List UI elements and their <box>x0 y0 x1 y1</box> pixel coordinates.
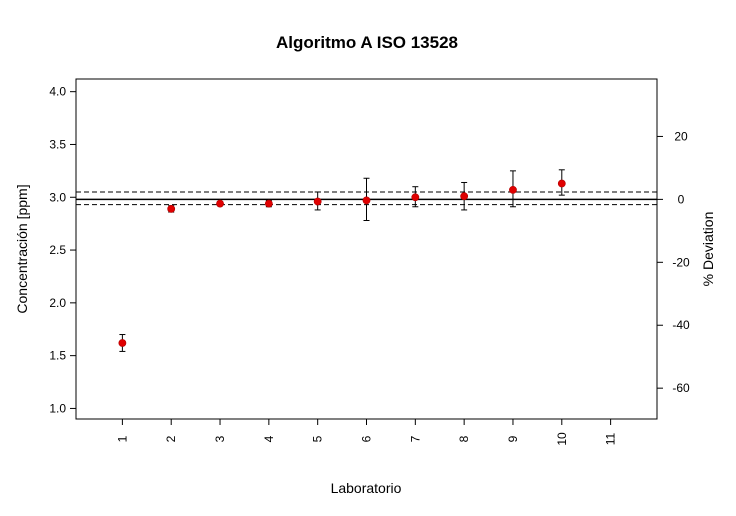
data-point <box>460 192 469 201</box>
data-point <box>216 199 224 208</box>
x-tick-label: 7 <box>408 435 422 442</box>
error-bars <box>119 169 565 352</box>
data-point <box>557 179 566 188</box>
y2-tick-label: 20 <box>674 129 688 143</box>
secondary-y-axis: 20 0 -20 -40 -60 <box>657 129 690 395</box>
y-tick-label: 3.0 <box>49 190 66 204</box>
x-tick-label: 3 <box>213 435 227 442</box>
data-point <box>167 204 176 213</box>
x-tick-label: 11 <box>604 432 618 445</box>
secondary-y-axis-label: % Deviation <box>700 212 716 287</box>
chart-title: Algoritmo A ISO 13528 <box>276 33 458 52</box>
x-tick-label: 1 <box>115 435 129 442</box>
data-point <box>313 197 322 206</box>
y2-tick-label: 0 <box>678 192 685 206</box>
x-axis-label: Laboratorio <box>331 480 402 496</box>
x-tick-label: 6 <box>360 435 374 442</box>
y-axis: 1.0 1.5 2.0 2.5 3.0 3.5 4.0 <box>49 85 76 415</box>
x-tick-label: 4 <box>262 435 276 442</box>
y2-tick-label: -40 <box>672 318 690 332</box>
y-tick-label: 2.0 <box>49 296 66 310</box>
data-point <box>264 199 273 208</box>
y-tick-label: 3.5 <box>49 137 66 151</box>
plot-frame <box>75 78 658 420</box>
x-tick-label: 10 <box>555 432 569 446</box>
x-axis: 1 2 3 4 5 6 7 8 9 10 11 <box>115 419 618 446</box>
data-points <box>118 179 566 347</box>
y-tick-label: 2.5 <box>49 243 66 257</box>
y2-tick-label: -60 <box>672 381 690 395</box>
y-tick-label: 1.5 <box>49 349 66 363</box>
y2-tick-label: -20 <box>672 255 690 269</box>
data-point <box>411 193 420 202</box>
y-tick-label: 4.0 <box>49 85 66 99</box>
x-tick-label: 8 <box>457 435 471 442</box>
x-tick-label: 5 <box>311 435 325 442</box>
x-tick-label: 2 <box>164 435 178 442</box>
y-tick-label: 1.0 <box>49 401 66 415</box>
data-point <box>362 196 371 205</box>
x-tick-label: 9 <box>506 435 520 442</box>
data-point <box>509 185 517 194</box>
y-axis-label: Concentración [ppm] <box>14 184 30 313</box>
data-point <box>118 339 127 347</box>
